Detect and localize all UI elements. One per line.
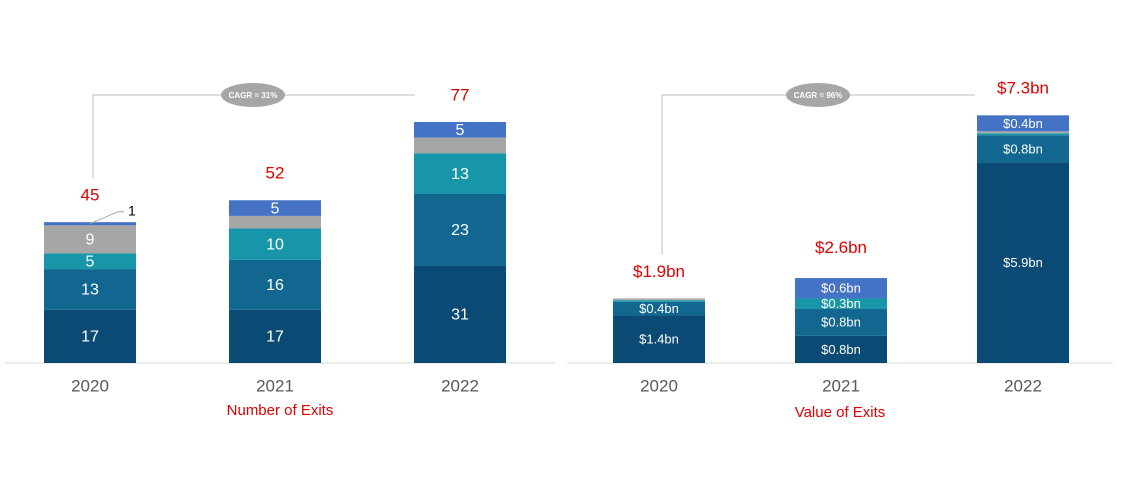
segment-label: 23 [451, 222, 469, 239]
x-tick-label: 2021 [256, 376, 294, 395]
segment-label: 1 [128, 202, 136, 218]
total-label: 77 [451, 85, 470, 104]
bar-segment [613, 300, 705, 302]
bar-segment [613, 298, 705, 301]
bar-segment [613, 301, 705, 316]
segment-label: 13 [81, 282, 99, 299]
leader-line [89, 211, 124, 225]
segment-label: 13 [451, 166, 469, 183]
bar-segment [977, 162, 1069, 363]
segment-label: $0.6bn [821, 281, 861, 296]
segment-label: 17 [81, 329, 99, 346]
segment-label: $0.3bn [821, 296, 861, 311]
bar-segment [977, 135, 1069, 163]
bar-segment [414, 137, 506, 154]
bar-segment [414, 153, 506, 194]
bar-segment [229, 259, 321, 310]
x-tick-label: 2020 [640, 376, 678, 395]
total-label: $7.3bn [997, 78, 1049, 97]
segment-label: $0.8bn [821, 342, 861, 357]
segment-label: 10 [266, 236, 284, 253]
cagr-line [92, 94, 415, 179]
cagr-line [661, 94, 975, 255]
segment-label: 31 [451, 307, 469, 324]
segment-label: 16 [266, 277, 284, 294]
bar-segment [795, 278, 887, 299]
segment-label: 17 [266, 329, 284, 346]
cagr-badge [221, 83, 285, 107]
segment-label: 9 [86, 232, 95, 249]
total-label: 52 [266, 164, 285, 183]
bar-segment [44, 225, 136, 254]
total-label: $1.9bn [633, 262, 685, 281]
segment-label: $1.4bn [639, 332, 679, 347]
segment-label: $0.8bn [1003, 141, 1043, 156]
bar-segment [414, 122, 506, 138]
segment-label: $5.9bn [1003, 255, 1043, 270]
axis-title: Value of Exits [795, 404, 886, 421]
bar-segment [229, 215, 321, 229]
bar-segment [229, 228, 321, 260]
x-tick-label: 2022 [1004, 376, 1042, 395]
x-tick-label: 2020 [71, 376, 109, 395]
bar-segment [44, 253, 136, 270]
x-tick-label: 2021 [822, 376, 860, 395]
bar-segment [229, 309, 321, 363]
segment-label: $0.4bn [639, 301, 679, 316]
cagr-text: CAGR = 96% [794, 91, 843, 100]
bar-segment [414, 265, 506, 363]
segment-label: 5 [271, 200, 280, 217]
segment-label: $0.8bn [821, 315, 861, 330]
x-tick-label: 2022 [441, 376, 479, 395]
bar-segment [44, 269, 136, 310]
cagr-text: CAGR = 31% [229, 91, 278, 100]
segment-label: $0.4bn [1003, 116, 1043, 131]
bar-segment [795, 335, 887, 363]
bar-segment [44, 309, 136, 363]
bar-segment [613, 315, 705, 363]
total-label: 45 [81, 186, 100, 205]
bar-segment [977, 131, 1069, 134]
bar-segment [229, 200, 321, 216]
segment-label: 5 [86, 253, 95, 270]
segment-label: 5 [456, 122, 465, 139]
bar-segment [795, 308, 887, 336]
bar-segment [795, 298, 887, 309]
total-label: $2.6bn [815, 238, 867, 257]
axis-title: Number of Exits [227, 402, 334, 419]
bar-segment [414, 193, 506, 266]
bar-segment [977, 115, 1069, 132]
bar-segment [977, 133, 1069, 136]
cagr-badge [786, 83, 850, 107]
